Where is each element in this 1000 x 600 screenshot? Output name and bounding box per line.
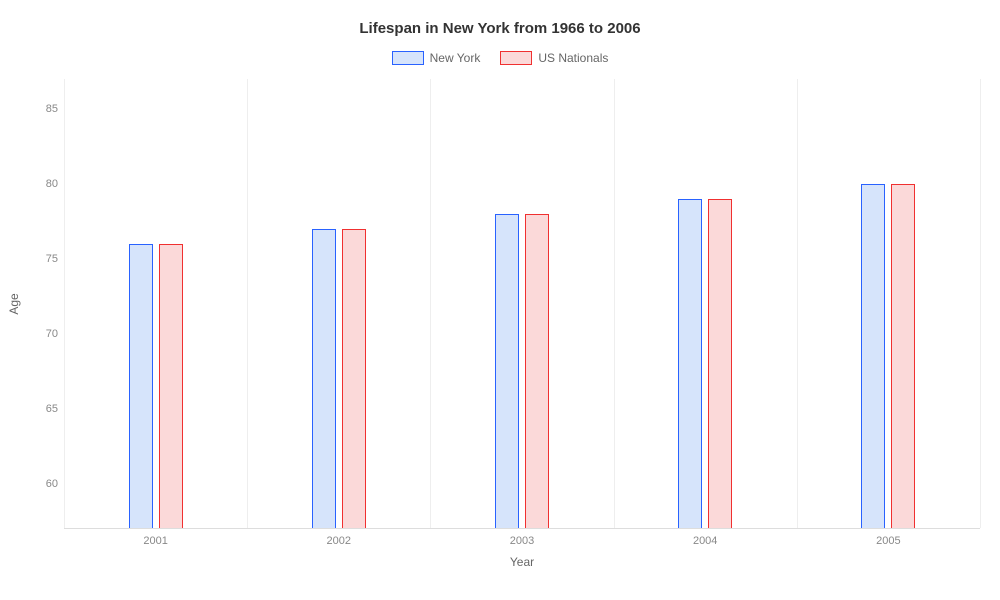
legend-swatch-newyork	[392, 51, 424, 65]
y-axis-label: Age	[7, 293, 21, 314]
bar-group	[861, 79, 915, 528]
legend-swatch-usnationals	[500, 51, 532, 65]
bar	[129, 244, 153, 528]
gridline	[797, 79, 798, 528]
gridline	[64, 79, 65, 528]
x-tick: 2004	[693, 535, 717, 547]
y-axis-ticks: 60 65 70 75 80 85	[20, 79, 64, 529]
x-tick: 2001	[143, 535, 167, 547]
y-tick: 75	[46, 253, 58, 265]
plot-area: Age 606570758085	[20, 79, 980, 529]
legend-item-newyork: New York	[392, 51, 481, 65]
bar-group	[129, 79, 183, 528]
x-axis-ticks: 2001 2002 2003 2004 2005	[64, 529, 980, 549]
x-axis-label: Year	[64, 555, 980, 569]
bar	[312, 229, 336, 528]
bar-group	[495, 79, 549, 528]
bar	[891, 184, 915, 528]
bar	[861, 184, 885, 528]
legend-item-usnationals: US Nationals	[500, 51, 608, 65]
bar-group	[678, 79, 732, 528]
chart-title: Lifespan in New York from 1966 to 2006	[20, 20, 980, 37]
x-tick: 2005	[876, 535, 900, 547]
legend-label: New York	[430, 51, 481, 65]
gridline	[247, 79, 248, 528]
y-tick: 85	[46, 103, 58, 115]
gridline	[430, 79, 431, 528]
bar	[525, 214, 549, 528]
y-tick: 65	[46, 403, 58, 415]
plot	[64, 79, 980, 529]
legend-label: US Nationals	[538, 51, 608, 65]
gridline	[980, 79, 981, 528]
bar	[708, 199, 732, 528]
x-tick: 2002	[327, 535, 351, 547]
x-tick: 2003	[510, 535, 534, 547]
gridline	[614, 79, 615, 528]
chart-container: Lifespan in New York from 1966 to 2006 N…	[0, 0, 1000, 600]
bar	[159, 244, 183, 528]
legend: New York US Nationals	[20, 51, 980, 65]
y-tick: 60	[46, 478, 58, 490]
y-tick: 70	[46, 328, 58, 340]
bar	[678, 199, 702, 528]
bar	[342, 229, 366, 528]
bar	[495, 214, 519, 528]
y-tick: 80	[46, 178, 58, 190]
bar-group	[312, 79, 366, 528]
